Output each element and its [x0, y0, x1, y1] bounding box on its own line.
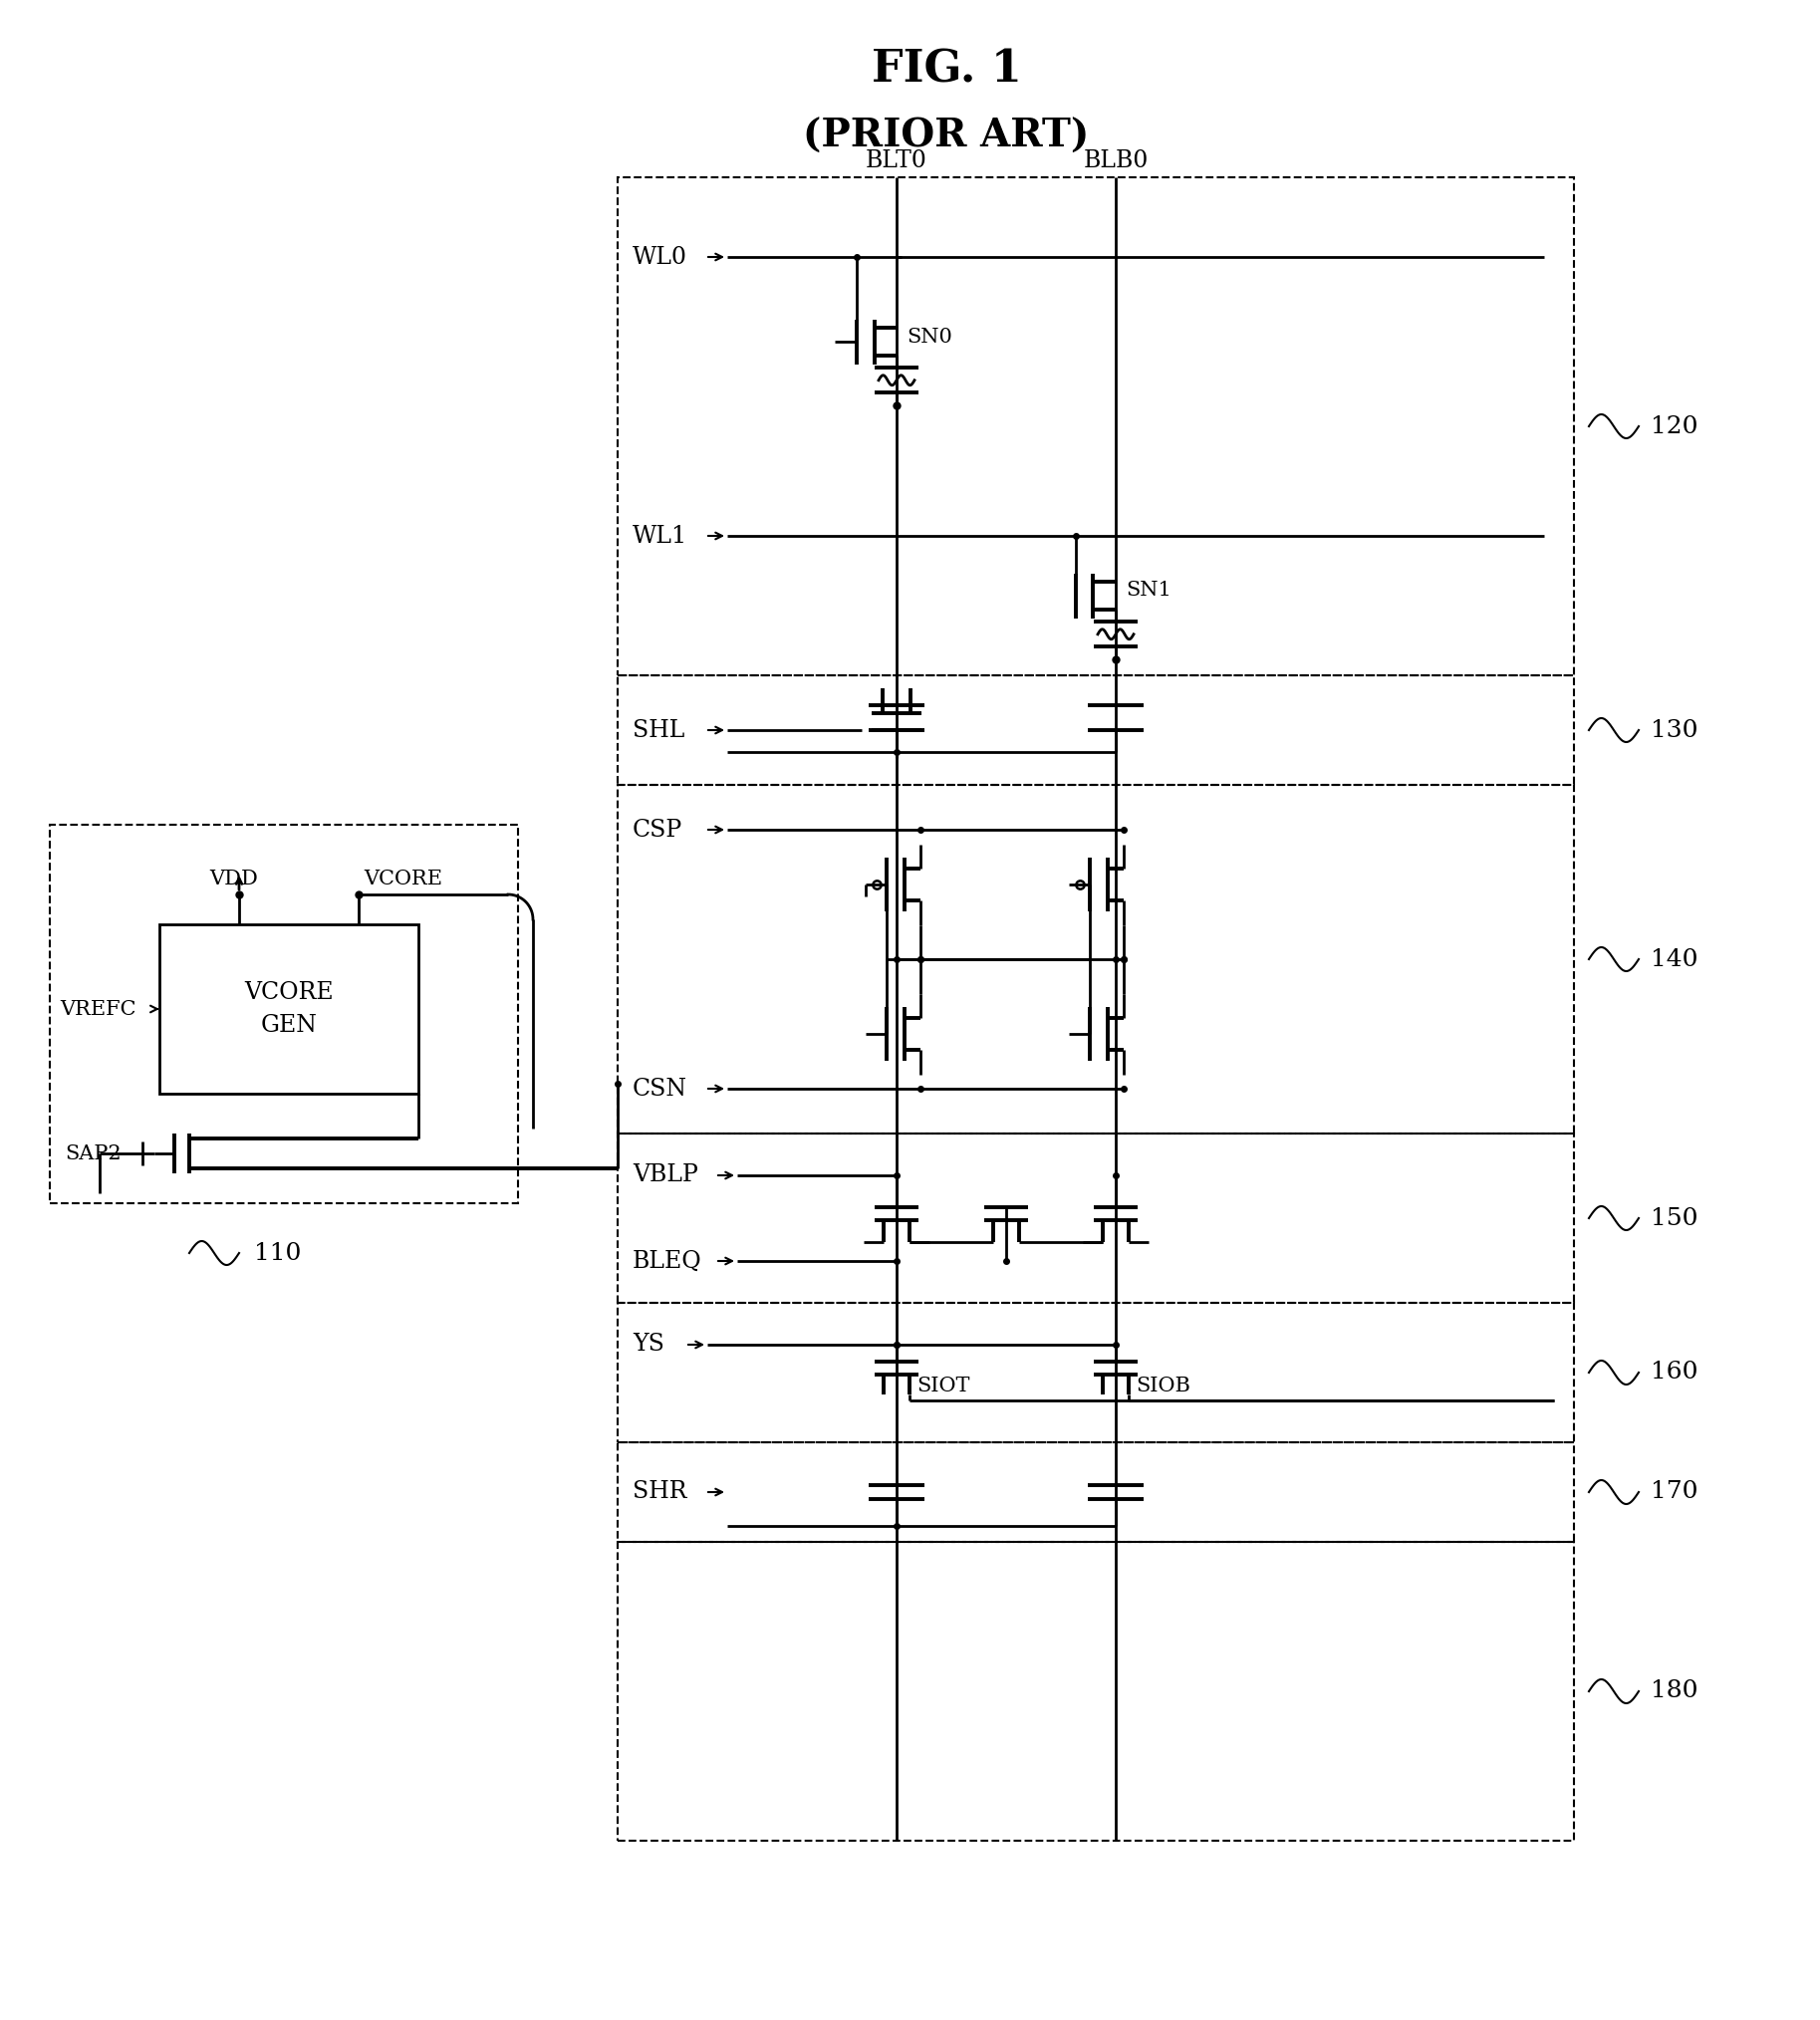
Text: SHL: SHL — [633, 719, 684, 741]
Bar — [617, 178, 1574, 675]
Text: 130: 130 — [1651, 719, 1698, 741]
Text: SIOT: SIOT — [915, 1376, 970, 1396]
Text: SIOB: SIOB — [1136, 1376, 1190, 1396]
Text: 170: 170 — [1651, 1481, 1698, 1503]
Bar — [617, 786, 1574, 1133]
Bar — [617, 1303, 1574, 1442]
Text: (PRIOR ART): (PRIOR ART) — [803, 117, 1090, 156]
Text: SHR: SHR — [633, 1481, 686, 1503]
Text: 120: 120 — [1651, 414, 1698, 438]
Text: BLEQ: BLEQ — [633, 1250, 703, 1273]
Text: SN0: SN0 — [906, 327, 952, 345]
Text: VBLP: VBLP — [633, 1164, 699, 1188]
Text: 110: 110 — [255, 1242, 302, 1265]
Text: BLT0: BLT0 — [866, 149, 928, 172]
Text: YS: YS — [633, 1333, 664, 1355]
Bar — [617, 1133, 1574, 1303]
Bar — [49, 824, 519, 1204]
Text: 150: 150 — [1651, 1206, 1698, 1230]
Text: 180: 180 — [1651, 1681, 1698, 1703]
Text: VDD: VDD — [209, 869, 258, 889]
Text: WL1: WL1 — [633, 525, 688, 547]
Text: CSP: CSP — [633, 818, 682, 840]
Text: BLB0: BLB0 — [1083, 149, 1148, 172]
Bar — [617, 1541, 1574, 1840]
Text: CSN: CSN — [633, 1077, 688, 1101]
Bar — [160, 925, 419, 1093]
Text: 160: 160 — [1651, 1361, 1698, 1384]
Text: VCORE: VCORE — [364, 869, 442, 889]
Text: WL0: WL0 — [633, 246, 688, 269]
Bar — [617, 675, 1574, 786]
Text: 140: 140 — [1651, 947, 1698, 972]
Text: VCORE
GEN: VCORE GEN — [244, 982, 333, 1038]
Text: SN1: SN1 — [1127, 582, 1172, 600]
Text: VREFC: VREFC — [60, 1000, 136, 1018]
Bar — [617, 1442, 1574, 1541]
Text: SAP2: SAP2 — [66, 1143, 122, 1164]
Text: FIG. 1: FIG. 1 — [872, 48, 1021, 91]
